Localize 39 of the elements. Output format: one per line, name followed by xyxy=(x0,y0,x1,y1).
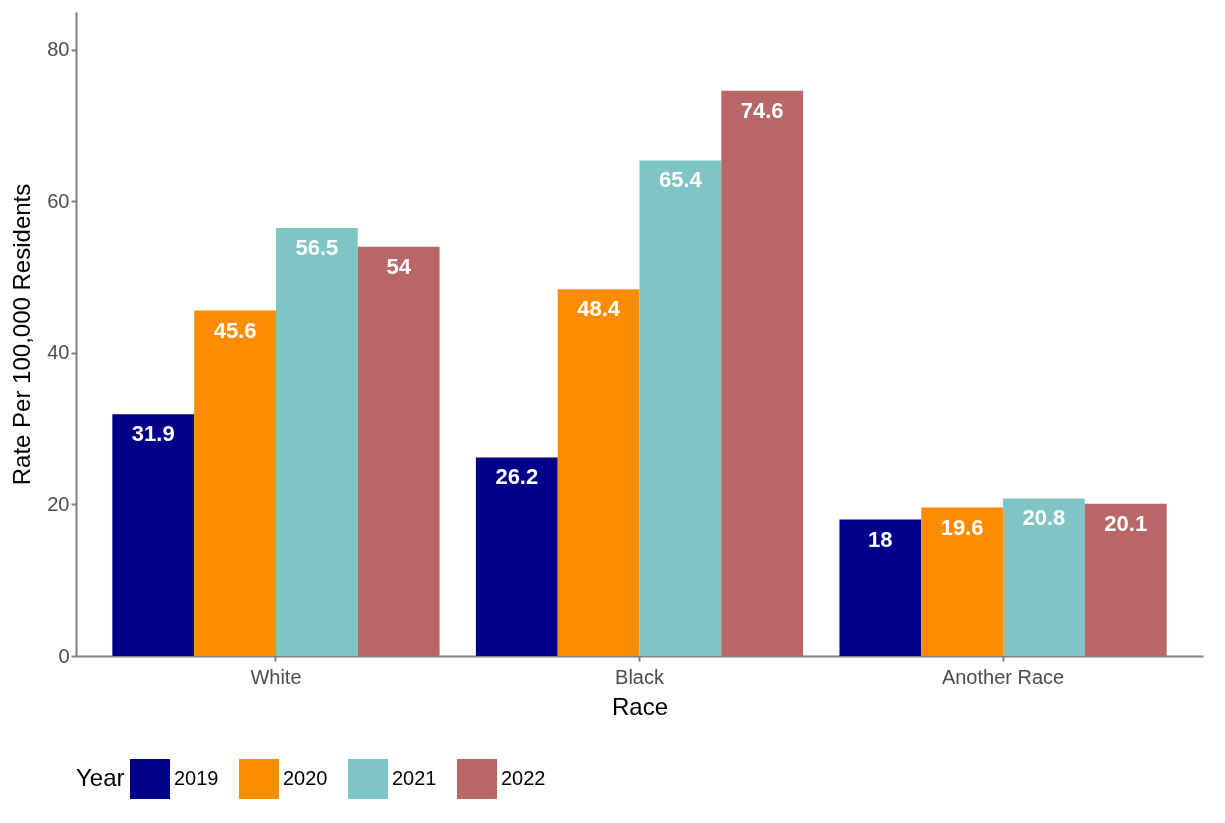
y-tick-label: 0 xyxy=(58,644,70,667)
data-label: 19.6 xyxy=(940,514,984,540)
bar xyxy=(1084,503,1167,656)
y-tick-label: 20 xyxy=(47,492,70,515)
data-label: 65.4 xyxy=(658,167,703,193)
data-label: 54 xyxy=(386,253,412,279)
legend-label: 2021 xyxy=(392,767,437,789)
bar xyxy=(194,310,276,656)
data-label: 26.2 xyxy=(495,464,539,490)
bar xyxy=(1003,498,1085,656)
legend-title: Year xyxy=(76,764,125,791)
data-label: 48.4 xyxy=(577,296,621,322)
data-label: 45.6 xyxy=(213,317,257,343)
bar xyxy=(275,227,358,656)
bar xyxy=(639,160,722,656)
data-label: 31.9 xyxy=(131,421,175,447)
bar xyxy=(839,519,922,656)
bar xyxy=(357,246,440,656)
legend-label: 2022 xyxy=(501,767,546,789)
y-axis-title: Rate Per 100,000 Residents xyxy=(8,183,36,486)
x-axis-title: Race xyxy=(611,692,669,720)
bar xyxy=(112,414,195,656)
x-tick-label: Another Race xyxy=(941,665,1065,688)
y-tick-label: 60 xyxy=(47,189,70,212)
data-label: 74.6 xyxy=(740,97,784,123)
data-label: 20.1 xyxy=(1104,510,1148,536)
bar xyxy=(475,457,558,656)
legend-label: 2019 xyxy=(174,767,219,789)
y-tick-label: 40 xyxy=(47,341,70,364)
data-label: 18 xyxy=(868,526,893,552)
bar xyxy=(721,90,804,656)
legend-label: 2020 xyxy=(283,767,328,789)
bar xyxy=(557,289,640,656)
x-tick-label: White xyxy=(250,665,302,688)
y-tick-label: 80 xyxy=(47,38,70,61)
data-label: 56.5 xyxy=(295,234,339,260)
x-tick-label: Black xyxy=(615,665,665,688)
data-label: 20.8 xyxy=(1022,505,1066,531)
bar xyxy=(921,507,1004,656)
